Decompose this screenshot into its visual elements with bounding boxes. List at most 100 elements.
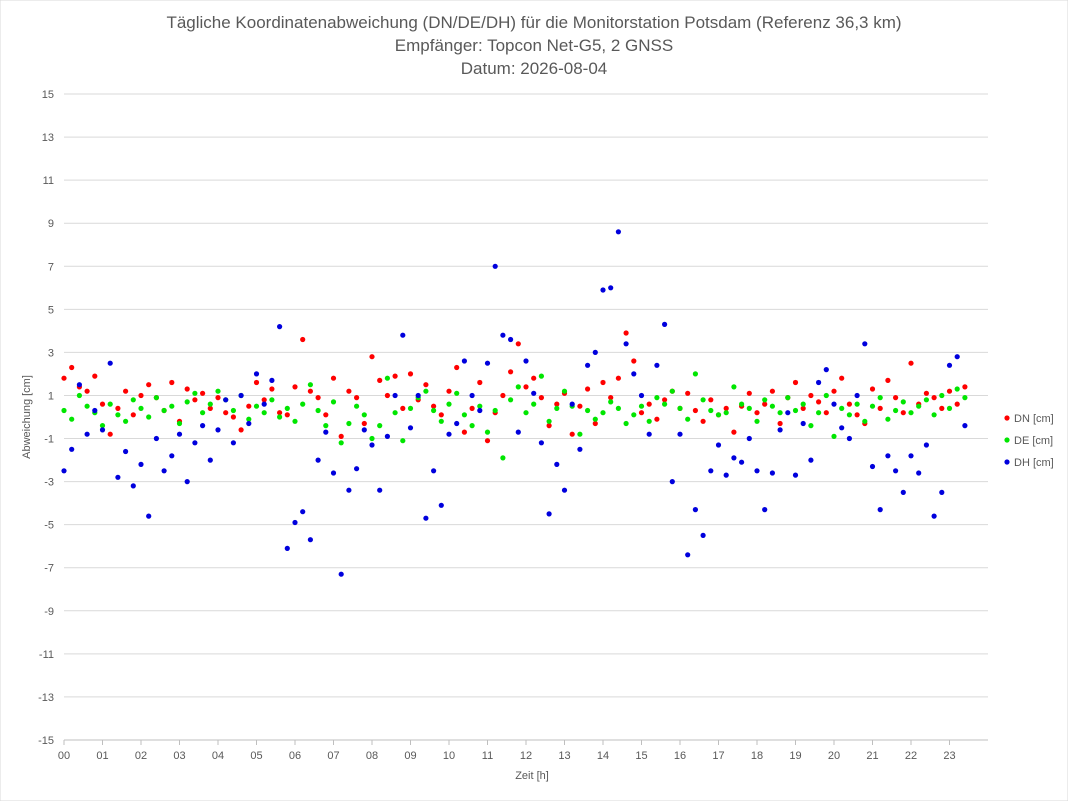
data-point-dn [723,405,729,411]
data-point-de [277,414,283,420]
x-tick-label: 13 [558,750,570,762]
data-point-dn [446,388,452,394]
y-tick-label: 5 [48,304,54,316]
data-point-de [284,405,290,411]
data-point-de [153,395,159,401]
data-point-dh [207,457,213,463]
data-point-dn [823,410,829,416]
data-point-de [931,412,937,418]
data-point-dh [107,360,113,366]
data-point-de [869,403,876,409]
data-point-dn [192,397,198,403]
data-point-dn [354,395,360,401]
data-point-dh [369,442,375,448]
data-point-dn [223,410,229,416]
data-point-de [685,416,691,422]
data-point-dh [777,427,783,433]
y-tick-label: 3 [48,347,54,359]
data-point-dh [831,401,837,407]
data-point-dh [854,392,860,399]
data-point-de [608,399,614,405]
data-point-dn [662,397,668,403]
data-point-de [230,407,236,414]
data-point-de [592,416,598,422]
x-tick-label: 12 [520,750,532,762]
data-point-de [346,420,352,427]
data-point-dh [377,487,383,493]
data-point-de [638,403,645,409]
data-point-dh [115,474,121,480]
data-point-dh [792,472,799,478]
data-point-de [731,384,737,390]
data-point-dn [508,369,514,375]
data-point-de [531,401,537,407]
data-point-dn [893,395,899,401]
data-point-de [739,401,745,407]
data-point-dn [877,405,883,411]
x-tick-label: 17 [712,750,724,762]
y-axis-title: Abweichung [cm] [21,375,33,459]
data-point-dh [939,489,945,495]
data-point-dh [546,511,552,517]
data-point-dn [323,412,329,418]
data-point-de [184,399,190,405]
data-point-dn [61,375,67,381]
x-tick-label: 07 [327,750,339,762]
data-point-dn [908,360,914,366]
data-point-dh [184,479,190,485]
data-point-dh [138,461,144,467]
data-point-dh [284,545,290,552]
x-tick-label: 18 [751,750,763,762]
data-point-de [939,392,945,399]
data-point-dn [461,429,467,435]
data-point-dn [631,358,637,364]
data-point-de [546,418,552,424]
data-point-dh [400,332,406,338]
data-point-dh [700,532,706,539]
data-point-dh [253,371,260,377]
data-point-dn [230,414,236,420]
data-point-dh [561,487,568,493]
data-point-dn [215,395,221,401]
data-point-de [400,438,406,444]
data-point-dn [831,388,837,394]
data-point-de [69,416,75,422]
data-point-dh [946,362,953,368]
data-point-dn [638,410,645,416]
data-point-dh [715,442,722,448]
data-point-de [323,423,329,429]
data-point-de [169,403,175,409]
y-tick-label: -7 [44,563,54,575]
data-point-dh [731,455,737,461]
x-tick-label: 16 [674,750,686,762]
data-point-de [754,418,760,424]
data-point-dh [893,468,899,474]
y-tick-label: 9 [48,218,54,230]
data-point-dh [415,392,421,399]
data-point-de [654,395,660,401]
data-point-dh [554,461,560,467]
data-point-dn [123,388,129,394]
series-de [61,371,968,461]
data-point-dh [323,429,329,435]
x-tick-label: 09 [404,750,416,762]
data-point-dh [130,483,136,489]
data-point-dn [885,377,891,383]
data-point-de [330,399,337,405]
data-point-dn [438,412,444,418]
data-point-dn [939,405,945,411]
data-point-dn [207,405,213,411]
data-point-de [392,410,398,416]
data-point-dn [585,386,591,392]
data-point-dn [954,401,960,407]
data-point-dh [277,324,283,330]
data-point-de [369,435,375,442]
data-point-de [146,414,152,420]
x-tick-label: 15 [635,750,647,762]
data-point-dn [130,412,136,418]
legend-marker [1004,437,1010,443]
data-point-dn [846,401,853,407]
data-point-dh [623,341,629,347]
